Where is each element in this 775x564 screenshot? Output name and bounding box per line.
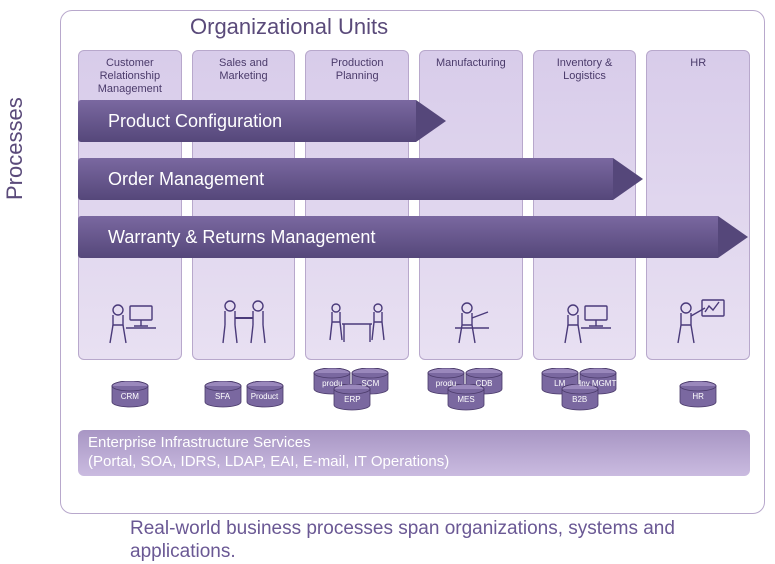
worker-writing-icon (419, 290, 523, 354)
column-header: HR (649, 55, 747, 97)
caption-text: Real-world business processes span organ… (130, 518, 730, 564)
database-cylinder: Product (246, 381, 284, 409)
handshake-icon (192, 290, 296, 354)
database-cylinder: CRM (111, 381, 149, 409)
database-cylinder: B2B (561, 384, 599, 412)
column-header: Production Planning (308, 55, 406, 97)
illustration-row (78, 290, 750, 354)
db-cell: SFAProduct (192, 370, 296, 420)
database-cylinder: MES (447, 384, 485, 412)
org-units-title: Organizational Units (190, 14, 388, 40)
column-header: Sales and Marketing (195, 55, 293, 97)
meeting-desk-icon (305, 290, 409, 354)
infrastructure-bar: Enterprise Infrastructure Services (Port… (78, 430, 750, 476)
database-row: CRM SFAProduct produSCMERP produCDBMES L… (78, 370, 750, 420)
db-cell: produCDBMES (419, 370, 523, 420)
database-cylinder: ERP (333, 384, 371, 412)
column-header: Customer Relationship Management (81, 55, 179, 97)
database-cylinder: SFA (204, 381, 242, 409)
processes-axis-label: Processes (2, 97, 28, 200)
db-cell: HR (646, 370, 750, 420)
infra-line1: Enterprise Infrastructure Services (88, 434, 740, 453)
column-header: Inventory & Logistics (536, 55, 634, 97)
db-cell: CRM (78, 370, 182, 420)
infra-line2: (Portal, SOA, IDRS, LDAP, EAI, E-mail, I… (88, 453, 740, 472)
db-cell: produSCMERP (305, 370, 409, 420)
db-cell: LMInv MGMTB2B (533, 370, 637, 420)
person-at-desk-icon (78, 290, 182, 354)
database-cylinder: HR (679, 381, 717, 409)
column-header: Manufacturing (422, 55, 520, 97)
person-at-desk-icon (533, 290, 637, 354)
person-presenting-icon (646, 290, 750, 354)
